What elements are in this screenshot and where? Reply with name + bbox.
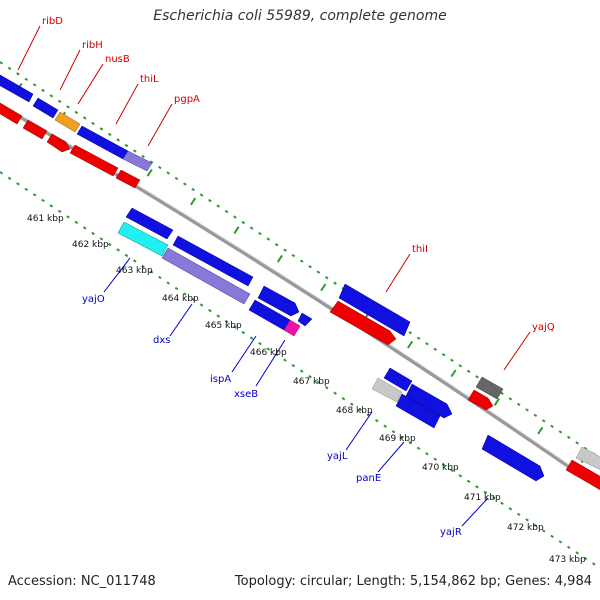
kbp-label: 469 kbp bbox=[379, 434, 416, 444]
major-tick bbox=[233, 226, 240, 234]
edge-red-feature bbox=[565, 459, 600, 490]
gene-yajQ-feature[interactable] bbox=[475, 376, 504, 400]
label-leader-lines bbox=[17, 25, 531, 527]
kbp-label: 468 kbp bbox=[336, 406, 373, 416]
map-title: Escherichia coli 55989, complete genome bbox=[153, 8, 447, 24]
kbp-label: 470 kbp bbox=[422, 463, 459, 473]
ribD-leader bbox=[17, 25, 41, 71]
gene-dxs-feature[interactable] bbox=[172, 235, 254, 287]
kbp-label: 463 kbp bbox=[116, 266, 153, 276]
gene-label-ribH[interactable]: ribH bbox=[82, 40, 103, 51]
nusB-leader bbox=[77, 63, 104, 105]
major-tick bbox=[146, 168, 153, 177]
gene-pgpA-reverse-feature[interactable] bbox=[115, 169, 141, 189]
gene-label-thiI[interactable]: thiI bbox=[412, 244, 428, 255]
gene-nusB-feature[interactable] bbox=[54, 111, 81, 133]
major-tick bbox=[450, 369, 457, 378]
kbp-tick-labels: 461 kbp 462 kbp 463 kbp 464 kbp 465 kbp … bbox=[27, 214, 586, 565]
yajR-leader bbox=[461, 497, 489, 527]
gene-yajO-region-feature[interactable] bbox=[125, 207, 174, 240]
gene-nusB-reverse-feature[interactable] bbox=[46, 133, 71, 153]
gene-dxs-lower-feature[interactable] bbox=[161, 247, 251, 305]
major-tick bbox=[276, 254, 283, 263]
outer-dotted-track bbox=[0, 61, 600, 459]
yajO-leader bbox=[103, 257, 131, 293]
gene-panE-lower-feature[interactable] bbox=[395, 393, 441, 429]
thiI-leader bbox=[385, 253, 411, 293]
gene-ribD-feature[interactable] bbox=[0, 72, 34, 103]
gene-label-yajO[interactable]: yajO bbox=[82, 294, 105, 305]
gene-ribH-feature[interactable] bbox=[32, 97, 59, 119]
gene-label-xseB[interactable]: xseB bbox=[234, 389, 258, 400]
major-tick bbox=[493, 398, 500, 406]
accession-text: Accession: NC_011748 bbox=[8, 574, 156, 589]
ispA-leader bbox=[231, 335, 257, 373]
yajL-leader bbox=[345, 411, 373, 451]
gene-xseB-region-feature[interactable] bbox=[297, 312, 313, 327]
kbp-label: 462 kbp bbox=[72, 240, 109, 250]
gene-thiL-reverse-feature[interactable] bbox=[69, 144, 119, 177]
ribH-leader bbox=[59, 49, 81, 91]
gene-ispA-region-feature[interactable] bbox=[257, 285, 300, 317]
panE-leader bbox=[377, 441, 405, 473]
gene-labels: ribD ribH nusB thiL pgpA thiI yajQ yajO … bbox=[42, 16, 555, 538]
kbp-label: 464 kbp bbox=[162, 294, 199, 304]
inner-dotted-track bbox=[0, 171, 600, 569]
gene-label-ribD[interactable]: ribD bbox=[42, 16, 63, 27]
gene-yajQ-reverse-feature[interactable] bbox=[467, 389, 494, 411]
gene-label-yajL[interactable]: yajL bbox=[327, 451, 348, 462]
kbp-label: 467 kbp bbox=[293, 377, 330, 387]
gene-pgpA-feature[interactable] bbox=[122, 150, 153, 172]
gene-xseB-feature[interactable] bbox=[283, 319, 301, 337]
gene-ribD-reverse-feature[interactable] bbox=[0, 100, 23, 125]
gene-label-nusB[interactable]: nusB bbox=[105, 54, 130, 65]
dxs-leader bbox=[169, 303, 193, 337]
gene-label-yajQ[interactable]: yajQ bbox=[532, 322, 555, 333]
kbp-label: 461 kbp bbox=[27, 214, 64, 224]
gene-thiI-reverse-feature[interactable] bbox=[329, 300, 397, 346]
major-tick bbox=[537, 426, 544, 435]
yajQ-leader bbox=[503, 331, 531, 371]
gene-thiI-feature[interactable] bbox=[338, 283, 411, 337]
pgpA-leader bbox=[147, 103, 173, 147]
gene-ribH-reverse-feature[interactable] bbox=[22, 119, 48, 140]
major-tick bbox=[407, 340, 414, 349]
forward-features bbox=[0, 72, 600, 482]
edge-grey-feature bbox=[575, 446, 600, 470]
gene-label-dxs[interactable]: dxs bbox=[153, 335, 170, 346]
gene-yajR-feature[interactable] bbox=[481, 434, 545, 482]
gene-label-ispA[interactable]: ispA bbox=[210, 374, 231, 385]
gene-label-thiL[interactable]: thiL bbox=[140, 74, 159, 85]
genome-stats-text: Topology: circular; Length: 5,154,862 bp… bbox=[234, 574, 592, 589]
kbp-label: 472 kbp bbox=[507, 523, 544, 533]
gene-label-panE[interactable]: panE bbox=[356, 473, 381, 484]
gene-label-pgpA[interactable]: pgpA bbox=[174, 94, 200, 105]
gene-yajL-feature[interactable] bbox=[371, 377, 403, 403]
kbp-label: 466 kbp bbox=[250, 348, 287, 358]
gene-yajL-region-feature[interactable] bbox=[383, 367, 413, 392]
gene-label-yajR[interactable]: yajR bbox=[440, 527, 462, 538]
thiL-leader bbox=[115, 83, 139, 125]
gene-panE-feature[interactable] bbox=[405, 383, 453, 419]
kbp-label: 465 kbp bbox=[205, 321, 242, 331]
reverse-features bbox=[0, 100, 600, 490]
xseB-leader bbox=[255, 339, 286, 387]
kbp-label: 471 kbp bbox=[464, 493, 501, 503]
kbp-label: 473 kbp bbox=[549, 555, 586, 565]
gene-yajO-feature[interactable] bbox=[117, 221, 169, 257]
major-tick bbox=[190, 197, 197, 206]
major-tick bbox=[320, 283, 327, 292]
